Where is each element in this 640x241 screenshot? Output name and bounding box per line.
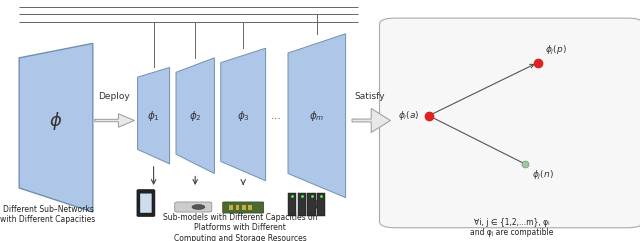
Circle shape [192,205,205,209]
Text: Different Sub–Networks
with Different Capacities: Different Sub–Networks with Different Ca… [1,205,95,224]
FancyBboxPatch shape [380,18,640,228]
Polygon shape [95,114,134,127]
Text: $\phi_m$: $\phi_m$ [309,109,324,123]
Bar [242,205,246,210]
Text: $\phi$: $\phi$ [49,109,62,132]
Bar [288,193,296,216]
Text: $\phi_2$: $\phi_2$ [189,109,202,123]
Text: $\phi_1$: $\phi_1$ [147,109,160,123]
Text: ...: ... [271,111,282,121]
Bar [298,193,306,216]
FancyBboxPatch shape [223,202,264,213]
FancyBboxPatch shape [137,190,155,216]
Text: $\phi_i(a)$: $\phi_i(a)$ [397,109,419,122]
Polygon shape [138,67,170,164]
Polygon shape [288,34,346,198]
FancyBboxPatch shape [140,194,152,213]
Text: Deploy: Deploy [98,92,130,101]
Bar [317,193,325,216]
Bar [248,205,252,210]
Polygon shape [221,48,266,181]
Text: Satisfy: Satisfy [355,92,385,101]
Text: $\phi_j(n)$: $\phi_j(n)$ [532,169,554,182]
FancyBboxPatch shape [175,202,212,212]
Text: $\phi_3$: $\phi_3$ [237,109,250,123]
Bar [307,193,316,216]
Polygon shape [176,58,214,174]
Text: ∀i, j ∈ {1,2,...m}, φᵢ
and φⱼ are compatible: ∀i, j ∈ {1,2,...m}, φᵢ and φⱼ are compat… [470,218,554,237]
Polygon shape [352,108,390,133]
Polygon shape [19,43,93,212]
Bar [229,205,233,210]
Text: Sub-models with Different Capacities on
Platforms with Different
Computing and S: Sub-models with Different Capacities on … [163,213,317,241]
Text: $\phi_j(p)$: $\phi_j(p)$ [545,44,567,57]
Bar [236,205,239,210]
